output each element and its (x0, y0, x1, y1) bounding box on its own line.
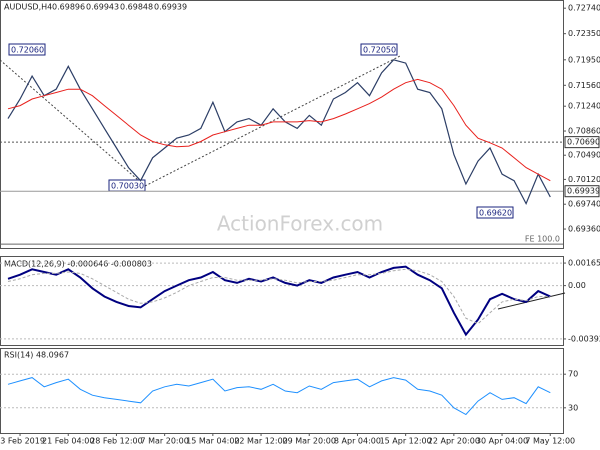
annotation: 0.72050 (363, 46, 396, 55)
series-line (7, 78, 551, 182)
price-frame (0, 0, 564, 249)
level-box (564, 136, 600, 149)
annotation-box (8, 43, 46, 56)
x-tick-label: 13 Feb 2019 (0, 437, 45, 446)
x-tick-label: 7 May 12:00 (525, 437, 575, 446)
level-label: 0.70690 (567, 138, 600, 147)
watermark: ActionForex.com (217, 212, 383, 236)
y-tick-label: 0.71240 (568, 102, 600, 111)
high: 0.69943 (86, 3, 119, 12)
series-line (7, 268, 551, 325)
rsi-frame (0, 348, 564, 434)
macd-frame (0, 256, 564, 346)
x-tick-label: 28 Feb 12:00 (90, 437, 142, 446)
macd-title: MACD(12,26,9) -0.000646 -0.000803 (4, 260, 152, 269)
x-tick-label: 7 Mar 20:00 (140, 437, 188, 446)
x-tick-label: 30 Apr 04:00 (476, 437, 528, 446)
y-tick-label: 0.70120 (568, 175, 600, 184)
annotation-box (360, 43, 398, 56)
level-box (564, 185, 600, 198)
annotation: 0.69620 (479, 209, 512, 218)
fe-label: FE 100.0 (525, 235, 560, 244)
x-tick-label: 22 Apr 20:00 (428, 437, 480, 446)
y-tick-label: 0.72350 (568, 29, 600, 38)
y-tick-label: 30 (568, 403, 578, 412)
y-tick-label: 0.69740 (568, 200, 600, 209)
y-tick-label: 0.001659 (568, 259, 600, 268)
open: 0.69896 (52, 3, 85, 12)
level-label: 0.69939 (567, 187, 600, 196)
x-tick-label: 8 Apr 04:00 (334, 437, 381, 446)
y-tick-label: 0.00 (568, 281, 586, 290)
x-tick-label: 22 Mar 12:00 (234, 437, 287, 446)
y-tick-label: 0.72740 (568, 4, 600, 13)
x-tick-label: 21 Feb 04:00 (42, 437, 94, 446)
series-line (7, 377, 551, 416)
annotation: 0.70030 (111, 182, 144, 191)
y-tick-label: 0.71560 (568, 81, 600, 90)
trendline (0, 59, 146, 187)
y-tick-label: 0.69360 (568, 225, 600, 234)
annotation-box (476, 206, 514, 219)
series-line (7, 265, 551, 337)
symbol: AUDUSD,H4 (4, 3, 52, 12)
y-tick-label: 70 (568, 370, 578, 379)
x-tick-label: 15 Apr 12:00 (380, 437, 432, 446)
rsi-title: RSI(14) 48.0967 (4, 351, 69, 360)
macd-trendline (497, 292, 566, 310)
trendline (144, 55, 401, 187)
low: 0.69848 (120, 3, 153, 12)
y-tick-label: -0.003922 (568, 334, 600, 343)
y-tick-label: 0.70490 (568, 151, 600, 160)
y-tick-label: 0.70860 (568, 127, 600, 136)
series-line (7, 59, 551, 206)
y-tick-label: 0.71950 (568, 55, 600, 64)
x-tick-label: 15 Mar 04:00 (186, 437, 239, 446)
close: 0.69939 (154, 3, 187, 12)
annotation: 0.72060 (11, 46, 44, 55)
x-tick-label: 29 Mar 20:00 (283, 437, 336, 446)
